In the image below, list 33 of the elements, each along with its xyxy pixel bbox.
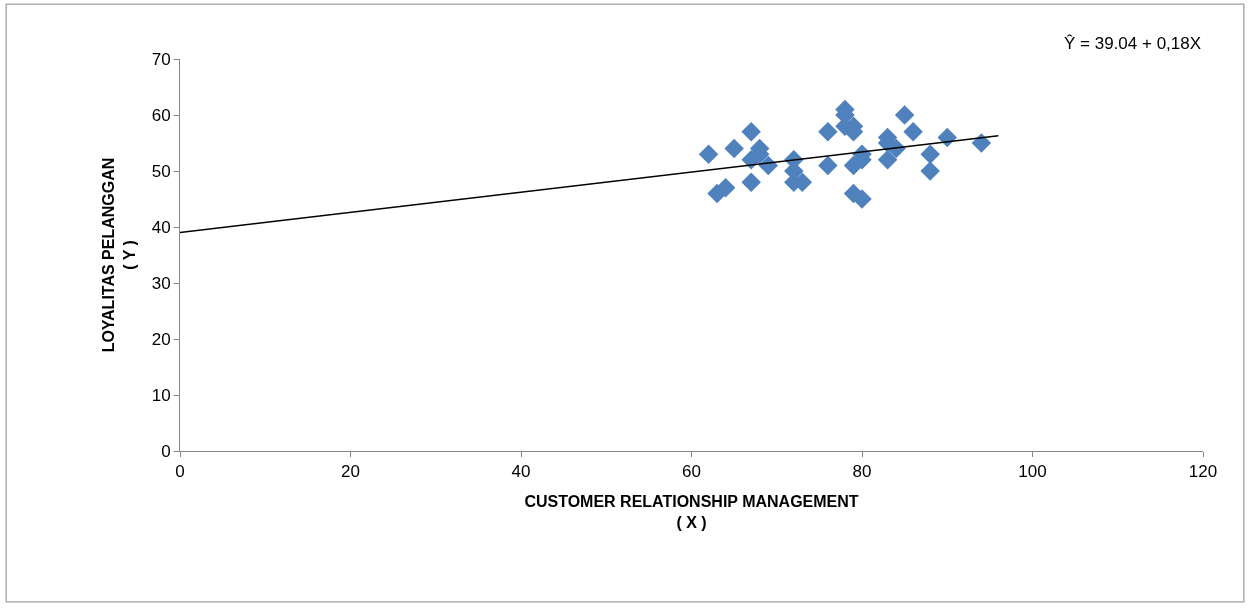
- point: [903, 122, 923, 142]
- x-tick-label: 100: [1018, 462, 1047, 482]
- y-tick-label: 40: [151, 217, 171, 237]
- x-tick-label: 0: [175, 462, 185, 482]
- point: [741, 172, 761, 192]
- x-tick-label: 40: [511, 462, 531, 482]
- point: [741, 122, 761, 142]
- point: [715, 178, 736, 198]
- y-tick-label: 70: [151, 49, 171, 69]
- point: [818, 122, 838, 142]
- point: [937, 127, 957, 148]
- point: [852, 189, 872, 209]
- x-tick-label: 120: [1188, 462, 1218, 482]
- y-tick-label: 10: [151, 385, 171, 405]
- point: [894, 105, 915, 125]
- x-tick-label: 80: [852, 462, 872, 482]
- point: [920, 144, 940, 164]
- text: Ŷ = 39.04 + 0,18X: [1064, 34, 1202, 53]
- x-axis-title: CUSTOMER RELATIONSHIP MANAGEMENT ( X ): [524, 493, 859, 531]
- y-tick-label: 30: [151, 273, 171, 293]
- point: [818, 155, 838, 176]
- point: [877, 150, 898, 170]
- x-tick-label: 60: [682, 462, 701, 482]
- point: [724, 138, 744, 159]
- point: [920, 161, 940, 181]
- x-tick-label: 20: [341, 462, 360, 482]
- point: [698, 144, 719, 164]
- y-tick-label: 0: [161, 441, 171, 461]
- y-tick-label: 20: [151, 329, 171, 349]
- point: [971, 133, 992, 153]
- y-axis-title: LOYALITAS PELANGGAN ( Y ): [99, 157, 138, 353]
- y-tick-label: 60: [151, 105, 171, 125]
- y-tick-label: 50: [151, 161, 171, 181]
